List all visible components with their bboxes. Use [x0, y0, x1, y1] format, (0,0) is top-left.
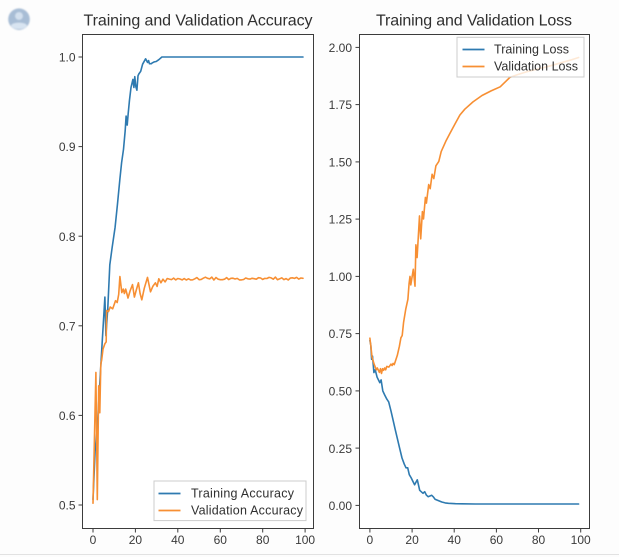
svg-text:2.00: 2.00 [329, 41, 353, 55]
svg-text:20: 20 [405, 533, 419, 547]
svg-text:100: 100 [571, 533, 591, 547]
svg-text:0: 0 [367, 533, 374, 547]
svg-text:60: 60 [490, 533, 504, 547]
svg-text:0.75: 0.75 [329, 327, 353, 341]
svg-text:40: 40 [171, 533, 185, 547]
svg-text:Training and Validation Accura: Training and Validation Accuracy [84, 13, 313, 30]
svg-text:Training Loss: Training Loss [494, 43, 569, 57]
svg-text:1.00: 1.00 [329, 270, 353, 284]
svg-text:80: 80 [256, 533, 270, 547]
svg-text:Validation Accuracy: Validation Accuracy [191, 504, 304, 518]
svg-text:0.7: 0.7 [59, 319, 76, 333]
svg-text:0: 0 [90, 533, 97, 547]
svg-text:1.75: 1.75 [329, 98, 353, 112]
svg-text:0.00: 0.00 [329, 499, 353, 513]
svg-text:20: 20 [129, 533, 143, 547]
svg-text:Training Accuracy: Training Accuracy [191, 487, 295, 501]
svg-text:1.25: 1.25 [329, 213, 353, 227]
svg-text:1.50: 1.50 [329, 156, 353, 170]
svg-text:0.6: 0.6 [59, 409, 76, 423]
svg-text:80: 80 [532, 533, 546, 547]
svg-text:0.9: 0.9 [59, 140, 76, 154]
svg-text:0.50: 0.50 [329, 385, 353, 399]
svg-text:40: 40 [448, 533, 462, 547]
svg-text:Training and Validation Loss: Training and Validation Loss [376, 13, 572, 30]
svg-text:Validation Loss: Validation Loss [494, 60, 578, 74]
svg-text:0.5: 0.5 [59, 499, 76, 513]
svg-text:100: 100 [295, 533, 315, 547]
svg-text:1.0: 1.0 [59, 51, 76, 65]
svg-text:0.25: 0.25 [329, 442, 353, 456]
svg-text:60: 60 [214, 533, 228, 547]
svg-text:0.8: 0.8 [59, 230, 76, 244]
